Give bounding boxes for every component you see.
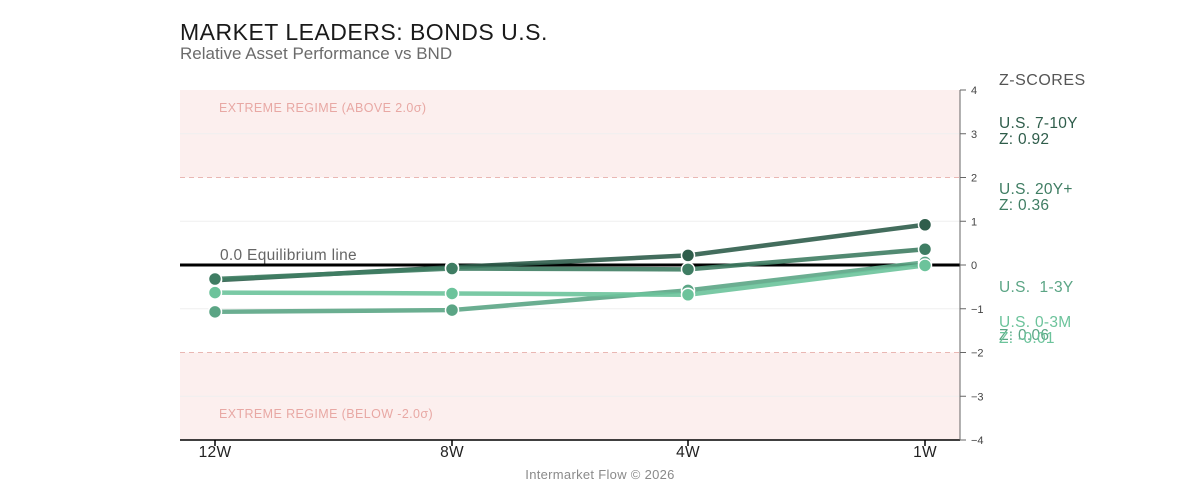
data-point-s4-4w bbox=[680, 287, 696, 302]
z-scores-header: Z-SCORES bbox=[999, 72, 1086, 89]
data-point-s2-8w bbox=[444, 261, 460, 276]
legend-item-series-2: U.S. 20Y+ Z: 0.36 bbox=[999, 182, 1073, 214]
y-tick-label: 4 bbox=[971, 85, 977, 97]
data-point-s1-1w bbox=[917, 217, 933, 232]
legend-z-score: Z: 0.92 bbox=[999, 131, 1050, 148]
y-tick-label: −4 bbox=[971, 435, 984, 447]
chart-subtitle: Relative Asset Performance vs BND bbox=[180, 44, 453, 63]
chart-title: MARKET LEADERS: BONDS U.S. bbox=[180, 19, 548, 45]
series-line-3 bbox=[212, 260, 928, 315]
legend-z-score: Z: 0.36 bbox=[999, 197, 1050, 214]
legend-item-series-1: U.S. 7-10Y Z: 0.92 bbox=[999, 116, 1078, 148]
legend-z-score: Z: -0.01 bbox=[999, 330, 1055, 347]
legend-series-name: U.S. 20Y+ bbox=[999, 181, 1073, 198]
data-point-s4-1w bbox=[917, 258, 933, 273]
y-tick-label: 0 bbox=[971, 260, 977, 272]
footer-copyright: Intermarket Flow © 2026 bbox=[525, 467, 675, 482]
lower-regime-label: EXTREME REGIME (BELOW -2.0σ) bbox=[219, 407, 433, 421]
y-tick-label: −3 bbox=[971, 391, 984, 403]
data-point-s2-1w bbox=[917, 242, 933, 257]
x-tick-label: 4W bbox=[676, 444, 700, 461]
x-tick-label: 12W bbox=[199, 444, 232, 461]
data-point-s3-8w bbox=[444, 302, 460, 318]
legend-series-name: U.S. 0-3M bbox=[999, 314, 1072, 331]
legend-series-name: U.S. 7-10Y bbox=[999, 115, 1078, 132]
y-tick-label: −2 bbox=[971, 348, 984, 360]
data-point-s4-12w bbox=[207, 285, 223, 300]
x-tick-label: 8W bbox=[440, 444, 464, 461]
x-tick-label: 1W bbox=[913, 444, 937, 461]
legend-item-series-3: U.S. 1-3Y Z: 0.06 bbox=[999, 248, 1074, 360]
y-tick-label: 2 bbox=[971, 173, 977, 185]
data-point-s4-8w bbox=[444, 286, 460, 301]
legend-series-name: U.S. 1-3Y bbox=[999, 279, 1074, 296]
y-tick-label: 3 bbox=[971, 129, 977, 141]
data-point-s2-12w bbox=[207, 271, 223, 287]
y-tick-label: 1 bbox=[971, 216, 977, 228]
series-line-2 bbox=[212, 247, 928, 282]
legend-z-score: Z: 0.06 bbox=[999, 327, 1050, 344]
y-tick-label: −1 bbox=[971, 304, 984, 316]
upper-regime-label: EXTREME REGIME (ABOVE 2.0σ) bbox=[219, 101, 426, 115]
series-line-4 bbox=[212, 263, 928, 297]
equilibrium-label: 0.0 Equilibrium line bbox=[220, 247, 357, 264]
data-point-s3-12w bbox=[207, 304, 223, 320]
data-point-s2-4w bbox=[680, 262, 696, 277]
data-point-s1-4w bbox=[680, 248, 696, 263]
legend-item-series-4: U.S. 0-3M Z: -0.01 bbox=[999, 315, 1071, 347]
